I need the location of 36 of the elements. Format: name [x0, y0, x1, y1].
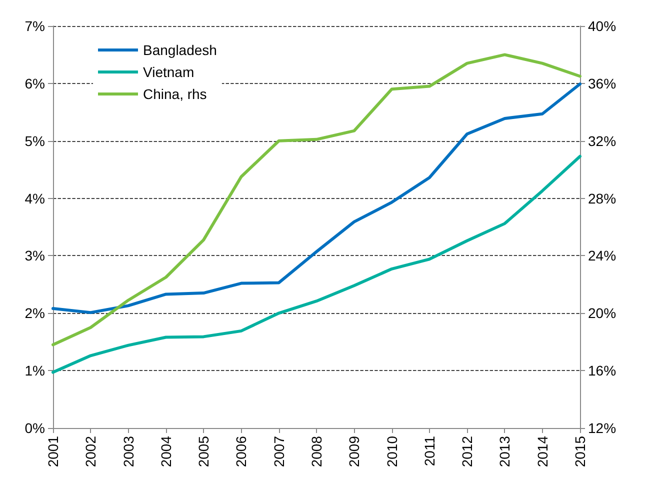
- x-tick-label: 2014: [534, 436, 550, 468]
- line-series: [52, 154, 582, 374]
- x-tick-label: 2009: [346, 436, 362, 468]
- y2-tick-label: 16%: [588, 362, 616, 379]
- y-tick-label: 1%: [24, 362, 45, 379]
- x-tick-label: 2012: [459, 436, 476, 468]
- y2-tick-label: 12%: [588, 420, 616, 436]
- y-tick-label: 4%: [24, 190, 45, 206]
- x-tick-label: 2001: [45, 436, 61, 468]
- line-series: [52, 82, 582, 314]
- x-tick-label: 2010: [384, 436, 400, 468]
- y2-tick-label: 40%: [588, 18, 616, 34]
- y2-tick-label: 28%: [588, 190, 616, 206]
- x-tick-label: 2002: [82, 436, 99, 468]
- x-tick-label: 2003: [120, 436, 136, 468]
- x-tick-label: 2015: [572, 436, 588, 468]
- y-tick-label: 2%: [24, 305, 45, 322]
- x-tick-label: 2011: [421, 436, 438, 466]
- y2-tick-label: 20%: [588, 305, 616, 322]
- y2-tick-label: 36%: [588, 75, 616, 92]
- x-tick-label: 2005: [196, 436, 212, 468]
- x-tick-label: 2007: [270, 436, 287, 468]
- y-tick-label: 0%: [24, 420, 45, 436]
- legend-label: Vietnam: [143, 64, 194, 80]
- x-tick-label: 2008: [308, 436, 324, 468]
- x-tick-label: 2013: [496, 436, 513, 468]
- x-tick-label: 2006: [233, 436, 250, 468]
- legend-label: Bangladesh: [143, 42, 217, 58]
- y-tick-label: 5%: [24, 132, 45, 149]
- y-tick-label: 3%: [24, 248, 45, 264]
- legend-label: China, rhs: [143, 86, 207, 102]
- y-tick-label: 7%: [24, 18, 45, 34]
- x-tick-label: 2004: [158, 436, 174, 468]
- y-tick-label: 6%: [24, 75, 45, 92]
- y2-tick-label: 24%: [588, 248, 616, 264]
- y2-tick-label: 32%: [588, 132, 616, 149]
